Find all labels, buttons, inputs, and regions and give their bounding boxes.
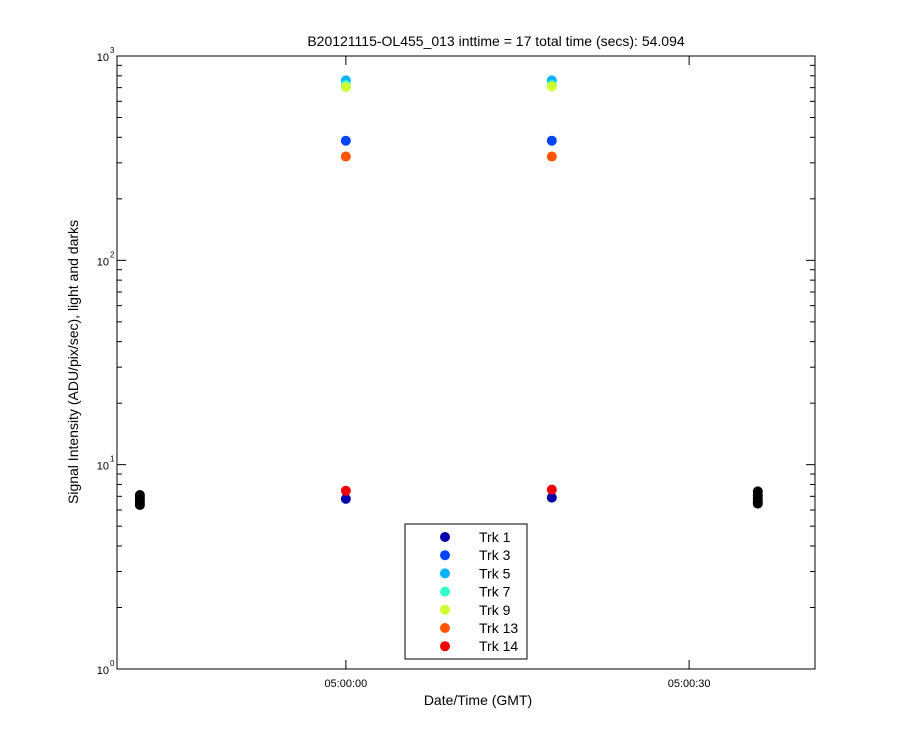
y-tick-exponent: 1 bbox=[110, 455, 115, 464]
data-points bbox=[134, 75, 763, 510]
x-tick-label: 05:00:00 bbox=[324, 678, 367, 690]
series-point bbox=[546, 492, 557, 503]
legend-marker bbox=[440, 568, 450, 579]
axis-ticks bbox=[117, 55, 815, 670]
y-tick-exponent: 3 bbox=[110, 46, 115, 55]
series-point bbox=[340, 485, 351, 496]
legend-label: Trk 5 bbox=[479, 565, 511, 581]
series-point bbox=[340, 151, 351, 162]
y-tick-label: 10 bbox=[97, 256, 109, 268]
legend-marker bbox=[440, 604, 450, 615]
y-axis-title: Signal Intensity (ADU/pix/sec), light an… bbox=[65, 220, 81, 504]
series-point bbox=[340, 82, 351, 93]
legend-marker bbox=[440, 550, 450, 561]
series-point bbox=[546, 135, 557, 146]
dark-point bbox=[752, 498, 763, 509]
series-point bbox=[340, 135, 351, 146]
x-tick-label: 05:00:30 bbox=[668, 678, 711, 690]
legend: Trk 1 Trk 3 Trk 5 Trk 7 Trk 9 Trk 13 Trk 14 bbox=[404, 523, 528, 660]
series-point bbox=[546, 81, 557, 92]
y-tick-label: 10 bbox=[97, 665, 109, 677]
legend-label: Trk 7 bbox=[479, 584, 511, 600]
legend-marker bbox=[440, 623, 450, 633]
legend-marker bbox=[440, 586, 450, 597]
legend-label: Trk 13 bbox=[479, 620, 518, 636]
dark-point bbox=[134, 499, 145, 510]
y-tick-label: 10 bbox=[97, 461, 109, 473]
legend-box bbox=[404, 523, 528, 660]
series-point bbox=[546, 484, 557, 495]
legend-label: Trk 1 bbox=[479, 529, 511, 545]
x-axis-title: Date/Time (GMT) bbox=[424, 692, 532, 708]
legend-marker bbox=[440, 532, 450, 542]
chart-title: B20121115-OL455_013 inttime = 17 total t… bbox=[307, 33, 685, 49]
series-point bbox=[546, 151, 557, 162]
legend-marker bbox=[440, 641, 450, 652]
legend-label: Trk 9 bbox=[479, 602, 511, 618]
y-tick-label: 10 bbox=[97, 52, 109, 64]
y-tick-exponent: 2 bbox=[110, 250, 115, 259]
series-point bbox=[340, 493, 351, 504]
legend-label: Trk 14 bbox=[479, 638, 518, 654]
y-tick-exponent: 0 bbox=[110, 659, 115, 668]
legend-label: Trk 3 bbox=[479, 547, 511, 563]
